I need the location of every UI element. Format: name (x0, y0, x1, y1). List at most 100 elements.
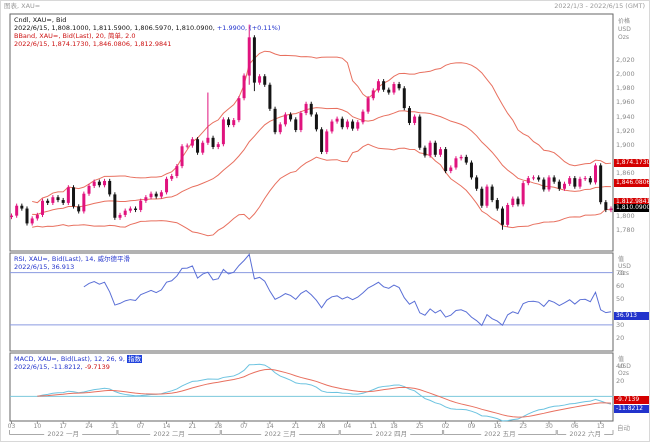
candle (495, 200, 499, 209)
candle (531, 177, 535, 179)
candle (283, 114, 287, 125)
x-axis-day-label: 07 (240, 423, 248, 430)
candle (144, 197, 148, 201)
candle-series-title[interactable]: Cndl, XAU=, Bid (14, 16, 67, 24)
x-axis-day-label: 21 (291, 423, 300, 430)
candle (413, 116, 417, 123)
price-axis-tick: 1,860 (616, 169, 635, 178)
candle (588, 178, 592, 183)
x-axis-month-label[interactable]: 2022 四月 (372, 431, 411, 438)
candle (330, 121, 334, 132)
candle (41, 200, 45, 215)
x-axis-day-label: 21 (188, 423, 197, 430)
candle (469, 162, 473, 178)
candle (314, 114, 318, 130)
x-axis-day-label: 17 (59, 423, 67, 430)
ohlc-change-text: +1.9900, (+0.11%) (214, 24, 281, 32)
price-axis-unit: USD (618, 26, 631, 33)
macd-method-highlight[interactable]: 指数 (127, 355, 143, 363)
candle (77, 206, 81, 212)
candle (61, 200, 65, 203)
candle (366, 98, 370, 112)
candle (371, 90, 375, 99)
candle (190, 139, 194, 146)
x-axis-day-label: 10 (33, 423, 42, 430)
candle (454, 158, 458, 168)
rsi-value: 2022/6/15, 36.913 (14, 263, 75, 271)
macd-badge-red: -9.7139 (614, 395, 649, 404)
bollinger-lower-line (32, 143, 612, 237)
candle (30, 218, 34, 224)
candle (128, 208, 132, 211)
candle (294, 119, 298, 131)
ohlc-values-text: 2022/6/15, 1,808.1000, 1,811.5900, 1,806… (14, 24, 215, 32)
candle (547, 177, 551, 190)
candle (139, 200, 143, 210)
macd-values: 2022/6/15, -11.8212, -9.7139 (14, 363, 110, 371)
axis-mode-label[interactable]: 自动 (617, 424, 630, 432)
candle (242, 75, 246, 99)
candle (103, 180, 107, 186)
candle (387, 89, 391, 93)
price-badge-black: 1,810.0900 (614, 204, 650, 213)
candle (175, 166, 179, 177)
candle (165, 178, 169, 193)
candle (10, 215, 13, 218)
candle (56, 197, 60, 201)
candle (268, 84, 272, 109)
rsi-badge-blue: 36.913 (614, 311, 649, 320)
x-axis-month-label[interactable]: 2022 一月 (44, 431, 82, 438)
candle (185, 145, 189, 147)
candle (459, 156, 463, 159)
candle (134, 208, 138, 210)
candle (356, 122, 360, 129)
candle (20, 205, 24, 209)
rsi-axis-tick: 70 (616, 268, 625, 277)
candle (449, 167, 453, 172)
rsi-series-title[interactable]: RSI, XAU=, Bid(Last), 14, 威尔德平滑 (14, 255, 130, 263)
bband-series-title[interactable]: BBand, XAU=, Bid(Last), 20, 简单, 2.0 (14, 32, 136, 40)
candle (490, 186, 494, 201)
candle (402, 88, 406, 109)
x-axis-month-label[interactable]: 2022 二月 (150, 431, 188, 438)
x-axis-month-label[interactable]: 2022 五月 (481, 431, 519, 438)
candle (475, 177, 479, 189)
rsi-axis-tick: 60 (616, 281, 625, 290)
rsi-axis-tick: 50 (616, 294, 625, 303)
candle (325, 131, 329, 152)
price-axis-tick: 1,940 (616, 112, 635, 121)
price-axis-tick: 1,900 (616, 140, 635, 149)
macd-signal-line (37, 368, 612, 418)
x-axis-day-label: 13 (596, 423, 605, 430)
candle (108, 180, 112, 195)
candle (247, 37, 251, 76)
x-axis-month-label[interactable]: 2022 六月 (566, 431, 604, 438)
candle (444, 149, 448, 172)
price-badge-red: 1,874.1730 (614, 159, 650, 168)
bband-values: 2022/6/15, 1,874.1730, 1,846.0806, 1,812… (14, 40, 172, 48)
candle (506, 205, 510, 225)
candle (180, 146, 184, 167)
price-axis-title: 价格 (618, 18, 631, 25)
x-axis-day-label: 28 (214, 423, 223, 430)
chart-tab-label[interactable]: 图表, XAU= (4, 2, 41, 10)
price-axis-tick: 2,020 (616, 55, 635, 64)
candle (542, 179, 546, 190)
candle (557, 181, 561, 189)
price-axis-unit2: Ozs (618, 34, 629, 41)
candle (118, 214, 122, 218)
candle (573, 178, 577, 187)
candle (221, 119, 225, 145)
candle (604, 202, 608, 210)
candle (392, 84, 396, 93)
candle (376, 81, 380, 91)
macd-line (37, 363, 612, 422)
candle (340, 118, 344, 128)
candle (252, 37, 256, 83)
x-axis-day-label: 14 (266, 423, 274, 430)
x-axis-day-label: 03 (7, 423, 16, 430)
x-axis-month-label[interactable]: 2022 三月 (261, 431, 300, 438)
macd-series-title[interactable]: MACD, XAU=, Bid(Last), 12, 26, 9, 指数 (14, 355, 143, 363)
candle (123, 210, 127, 215)
